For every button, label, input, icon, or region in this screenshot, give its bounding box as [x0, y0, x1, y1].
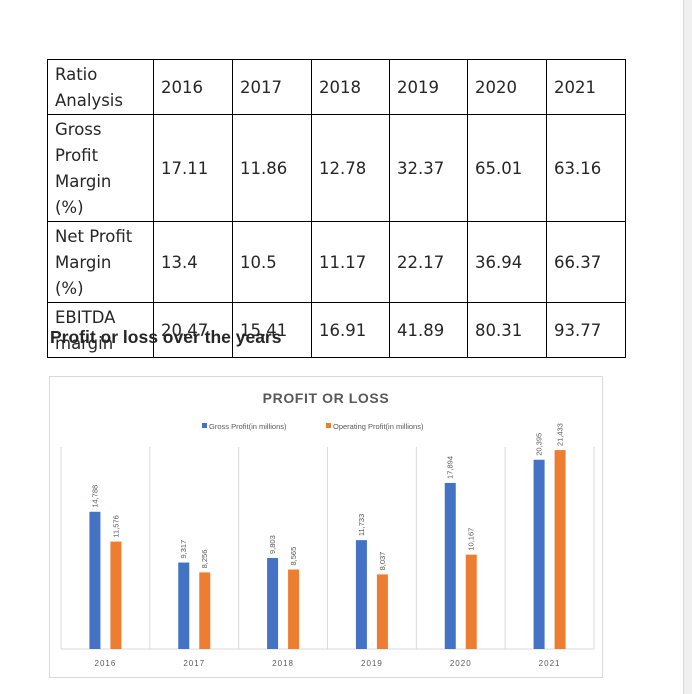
x-tick-label-2018: 2018 [272, 659, 294, 668]
bar-operating-2020 [465, 554, 477, 649]
bar-gross-2017 [178, 562, 190, 649]
table-cell: 93.77 [546, 302, 626, 358]
chart-canvas: PROFIT OR LOSS Gross Profit(in millions) O… [60, 390, 595, 668]
bar-operating-2018 [288, 569, 300, 649]
table-cell: 66.37 [546, 221, 626, 303]
table-row: Net Profit Margin (%) 13.4 10.5 11.17 22… [47, 221, 626, 303]
bar-gross-2020 [444, 482, 456, 649]
year-header-2019: 2019 [389, 59, 468, 115]
data-label-gross-2020: 17,894 [446, 456, 455, 479]
table-cell: 11.17 [311, 221, 390, 303]
table-cell: 32.37 [389, 114, 468, 222]
table-cell: 15.41 [232, 302, 312, 358]
table-cell: 65.01 [467, 114, 547, 222]
table-row: EBITDA margin 20.47 15.41 16.91 41.89 80… [47, 302, 626, 358]
row-label-ebitda-margin: EBITDA margin [47, 302, 154, 358]
data-label-operating-2018: 8,565 [289, 547, 298, 566]
table-row: Gross Profit Margin (%) 17.11 11.86 12.7… [47, 114, 626, 222]
table-cell: 20.47 [153, 302, 233, 358]
table-cell: 12.78 [311, 114, 390, 222]
table-cell: 80.31 [467, 302, 547, 358]
page-scroll-edge [683, 0, 692, 694]
legend-swatch-1 [326, 423, 331, 428]
data-label-operating-2017: 8,256 [200, 550, 209, 569]
data-label-gross-2019: 11,733 [357, 514, 366, 536]
table-cell: 22.17 [389, 221, 468, 303]
bar-gross-2021 [533, 459, 545, 649]
x-tick-label-2020: 2020 [450, 659, 472, 668]
x-tick-label-2019: 2019 [361, 659, 383, 668]
data-label-operating-2020: 10,167 [467, 528, 476, 551]
data-label-operating-2021: 21,433 [556, 423, 565, 446]
legend-label-0: Gross Profit(in millions) [209, 422, 287, 431]
bar-operating-2016 [110, 541, 122, 649]
x-tick-label-2021: 2021 [539, 659, 561, 668]
chart-title: PROFIT OR LOSS [263, 390, 390, 406]
data-label-gross-2018: 9,803 [268, 535, 277, 554]
data-label-gross-2021: 20,395 [535, 433, 544, 456]
legend-label-1: Operating Profit(in millions) [333, 422, 424, 431]
row-label-gross-profit-margin: Gross Profit Margin (%) [47, 114, 154, 222]
table-cell: 36.94 [467, 221, 547, 303]
profit-loss-chart: PROFIT OR LOSS Gross Profit(in millions) O… [49, 376, 603, 678]
year-header-2018: 2018 [311, 59, 390, 115]
x-tick-label-2017: 2017 [183, 659, 205, 668]
table-cell: 11.86 [232, 114, 312, 222]
data-label-operating-2016: 11,576 [111, 515, 120, 537]
year-header-2016: 2016 [153, 59, 233, 115]
table-cell: 16.91 [311, 302, 390, 358]
data-label-gross-2016: 14,788 [90, 485, 99, 508]
table-cell: 41.89 [389, 302, 468, 358]
table-cell: 63.16 [546, 114, 626, 222]
year-header-2020: 2020 [467, 59, 547, 115]
legend-swatch-0 [202, 423, 207, 428]
bar-operating-2019 [376, 574, 388, 649]
table-cell: 10.5 [232, 221, 312, 303]
data-label-operating-2019: 8,037 [378, 552, 387, 571]
ratio-analysis-table: Ratio Analysis 2016 2017 2018 2019 2020 … [47, 59, 626, 358]
year-header-2021: 2021 [546, 59, 626, 115]
table-cell: 13.4 [153, 221, 233, 303]
bar-operating-2017 [199, 572, 211, 649]
bar-operating-2021 [554, 450, 566, 649]
table-header-label: Ratio Analysis [47, 59, 154, 115]
bar-gross-2016 [89, 511, 101, 649]
bar-gross-2018 [267, 558, 279, 649]
bar-gross-2019 [355, 540, 367, 649]
section-heading: Profit or loss over the years [50, 327, 282, 347]
row-label-net-profit-margin: Net Profit Margin (%) [47, 221, 154, 303]
x-tick-label-2016: 2016 [95, 659, 117, 668]
year-header-2017: 2017 [232, 59, 312, 115]
table-cell: 17.11 [153, 114, 233, 222]
data-label-gross-2017: 9,317 [179, 540, 188, 559]
table-header-row: Ratio Analysis 2016 2017 2018 2019 2020 … [47, 59, 626, 115]
